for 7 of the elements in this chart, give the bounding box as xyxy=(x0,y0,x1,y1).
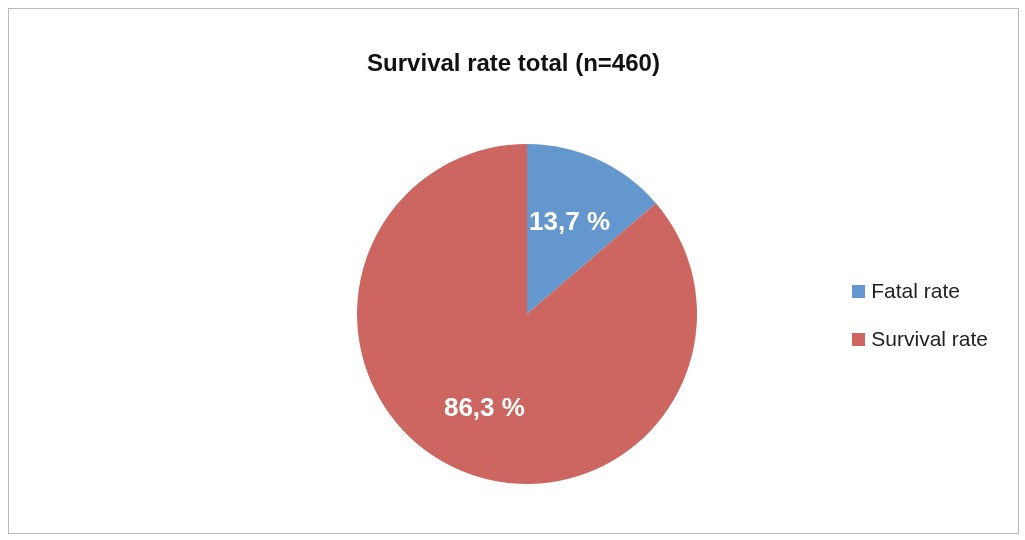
pie-slice xyxy=(357,144,697,484)
legend-label: Survival rate xyxy=(871,327,988,351)
pie-slice xyxy=(527,144,656,314)
legend-label: Fatal rate xyxy=(871,279,960,303)
data-label: 86,3 % xyxy=(443,391,525,422)
chart-title: Survival rate total (n=460) xyxy=(366,49,661,77)
data-label: 13,7 % xyxy=(529,206,611,237)
